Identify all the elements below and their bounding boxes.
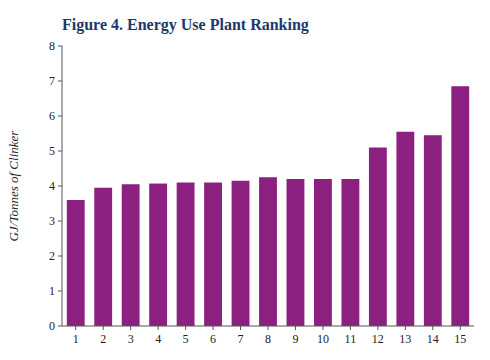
bar <box>122 184 140 326</box>
x-tick-label: 2 <box>100 332 106 346</box>
y-axis-label: GJ/Tonnes of Clinker <box>6 130 21 242</box>
x-tick <box>295 326 296 330</box>
y-tick <box>58 116 62 117</box>
x-tick <box>103 326 104 330</box>
x-tick <box>322 326 323 330</box>
bar <box>177 183 195 327</box>
x-tick-label: 7 <box>238 332 244 346</box>
bar <box>94 188 112 326</box>
x-tick <box>405 326 406 330</box>
y-tick-label: 6 <box>49 109 55 123</box>
bar <box>259 177 277 326</box>
x-tick-label: 15 <box>454 332 466 346</box>
x-tick <box>460 326 461 330</box>
y-tick-label: 5 <box>49 144 55 158</box>
y-tick-label: 8 <box>49 39 55 53</box>
x-tick <box>268 326 269 330</box>
x-tick-label: 9 <box>292 332 298 346</box>
x-tick <box>130 326 131 330</box>
y-tick-label: 3 <box>49 214 55 228</box>
x-tick-label: 13 <box>399 332 411 346</box>
bar <box>67 200 85 326</box>
x-tick-label: 14 <box>427 332 439 346</box>
bar <box>396 132 414 326</box>
y-tick-label: 7 <box>49 74 55 88</box>
x-tick <box>213 326 214 330</box>
bar <box>204 183 222 327</box>
x-tick <box>432 326 433 330</box>
y-tick <box>58 256 62 257</box>
y-tick <box>58 291 62 292</box>
y-tick-label: 0 <box>49 319 55 333</box>
y-tick-label: 4 <box>49 179 55 193</box>
y-tick <box>58 221 62 222</box>
bar <box>341 179 359 326</box>
bar <box>424 135 442 326</box>
bar <box>232 181 250 326</box>
bar <box>149 184 167 326</box>
x-tick-label: 4 <box>155 332 161 346</box>
x-tick-label: 3 <box>128 332 134 346</box>
x-tick-label: 10 <box>317 332 329 346</box>
chart: 012345678123456789101112131415GJ/Tonnes … <box>0 0 490 360</box>
x-tick <box>185 326 186 330</box>
x-tick-label: 5 <box>183 332 189 346</box>
x-tick-label: 8 <box>265 332 271 346</box>
x-tick <box>350 326 351 330</box>
bars <box>67 86 469 326</box>
x-tick-label: 11 <box>345 332 357 346</box>
y-tick-label: 1 <box>49 284 55 298</box>
y-tick <box>58 326 62 327</box>
x-tick-label: 1 <box>73 332 79 346</box>
bar <box>287 179 305 326</box>
x-tick <box>75 326 76 330</box>
title: Figure 4. Energy Use Plant Ranking <box>62 16 309 34</box>
x-tick <box>377 326 378 330</box>
bar <box>314 179 332 326</box>
bar <box>451 86 469 326</box>
chart-container: 012345678123456789101112131415GJ/Tonnes … <box>0 0 490 360</box>
x-tick-label: 6 <box>210 332 216 346</box>
x-tick-label: 12 <box>372 332 384 346</box>
bar <box>369 148 387 327</box>
y-tick <box>58 46 62 47</box>
x-tick <box>158 326 159 330</box>
x-tick <box>240 326 241 330</box>
y-tick <box>58 186 62 187</box>
y-tick <box>58 81 62 82</box>
y-tick <box>58 151 62 152</box>
y-tick-label: 2 <box>49 249 55 263</box>
